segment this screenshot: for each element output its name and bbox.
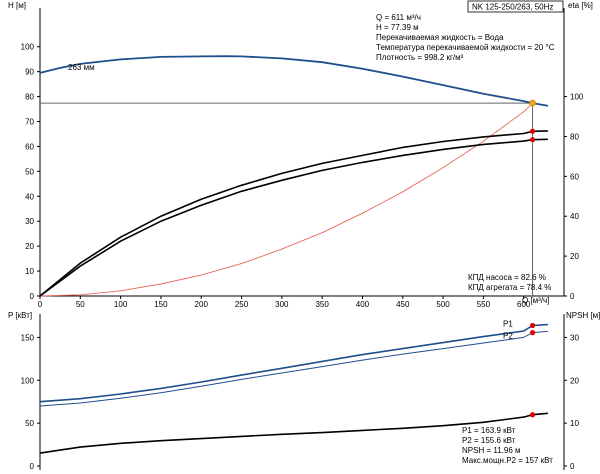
q-tick-label: 400 (356, 300, 370, 309)
eta-tick-label: 100 (570, 93, 584, 102)
bottom-ticks: 0 50 100 150 0 10 20 30 (21, 333, 580, 471)
eta-tick-label: 80 (570, 132, 579, 141)
h-tick-label: 50 (25, 167, 34, 176)
impeller-diameter-label: 263 мм (68, 63, 95, 72)
q-tick-label: 50 (76, 300, 85, 309)
h-tick-label: 10 (25, 267, 34, 276)
efficiency-info: КПД насоса = 82.6 % КПД агрегата = 78.4 … (468, 273, 551, 292)
q-tick-label: 300 (275, 300, 289, 309)
pump-efficiency-marker (529, 128, 536, 134)
npsh-tick-label: 20 (570, 376, 579, 385)
h-tick-label: 90 (25, 68, 34, 77)
top-ticks: 0 50 100 150 200 250 300 350 400 450 500 550 6000102… (21, 43, 584, 309)
info-line-density: Плотность = 998.2 кг/м³ (376, 53, 464, 62)
npsh-curve-line (39, 412, 548, 454)
info-line-max-power: Макс.мощн.P2 = 157 кВт (462, 456, 553, 465)
q-tick-label: 200 (195, 300, 209, 309)
h-tick-label: 70 (25, 118, 34, 127)
unit-efficiency-marker (529, 137, 536, 143)
p1-curve-line (39, 323, 548, 403)
npsh-axis-label: NPSH [м] (566, 311, 600, 320)
npsh-tick-label: 30 (570, 333, 579, 342)
p2-marker (529, 330, 536, 336)
eta-tick-label: 40 (570, 212, 579, 221)
q-tick-label: 0 (38, 300, 43, 309)
h-tick-label: 40 (25, 192, 34, 201)
h-tick-label: 30 (25, 217, 34, 226)
q-tick-label: 350 (315, 300, 329, 309)
top-panel: 0 50 100 150 200 250 300 350 400 450 500 550 6000102… (8, 0, 593, 309)
q-tick-label: 150 (154, 300, 168, 309)
duty-point-info: Q = 611 м³/ч H = 77.39 м Перекачиваемая … (376, 13, 555, 62)
head-curve-line (39, 55, 549, 107)
p-tick-label: 0 (30, 462, 35, 471)
q-tick-label: 500 (436, 300, 450, 309)
p-axis-label-name: P [кВт] (8, 311, 32, 320)
info-line-temperature: Температура перекачиваемой жидкости = 20… (376, 43, 555, 52)
eta-axis-label: eta [%] (568, 1, 593, 10)
p1-marker (529, 322, 536, 329)
info-line-npsh: NPSH = 11.96 м (462, 446, 521, 455)
info-line-h: H = 77.39 м (376, 23, 419, 32)
top-series (39, 55, 549, 297)
p-tick-label: 50 (25, 419, 34, 428)
h-axis-label: H [м] (8, 1, 26, 10)
p-tick-label: 100 (21, 376, 35, 385)
eta-tick-label: 0 (570, 292, 575, 301)
pump-efficiency-curve-line (39, 130, 548, 297)
info-line-unit-eff: КПД агрегата = 78.4 % (468, 283, 551, 292)
h-tick-label: 20 (25, 242, 34, 251)
q-tick-label: 250 (235, 300, 249, 309)
eta-tick-label: 20 (570, 252, 579, 261)
info-line-p1: P1 = 163.9 кВт (462, 426, 516, 435)
h-tick-label: 80 (25, 93, 34, 102)
npsh-marker (529, 412, 536, 418)
p2-series-label: P2 (503, 331, 513, 340)
h-tick-label: 100 (21, 43, 35, 52)
q-tick-label: 600 (517, 300, 531, 309)
unit-efficiency-curve-line (39, 138, 548, 297)
h-tick-label: 60 (25, 142, 34, 151)
info-line-p2: P2 = 155.6 кВт (462, 436, 516, 445)
q-tick-label: 450 (396, 300, 410, 309)
pump-model-title: NK 125-250/263, 50Hz (472, 3, 553, 12)
q-tick-label: 550 (477, 300, 491, 309)
h-tick-label: 0 (30, 292, 35, 301)
p-tick-label: 150 (21, 333, 35, 342)
p1-series-label: P1 (503, 320, 513, 329)
info-line-pump-eff: КПД насоса = 82.6 % (468, 273, 546, 282)
power-info: P1 = 163.9 кВт P2 = 155.6 кВт NPSH = 11.… (462, 426, 553, 465)
info-line-liquid: Перекачиваемая жидкость = Вода (376, 33, 504, 42)
npsh-tick-label: 10 (570, 419, 579, 428)
p2-curve-line (39, 330, 548, 407)
q-tick-label: 100 (114, 300, 128, 309)
q-axis-label: Q [м³/ч] (522, 296, 549, 305)
info-line-q: Q = 611 м³/ч (376, 13, 421, 22)
eta-tick-label: 60 (570, 172, 579, 181)
npsh-tick-label: 0 (570, 462, 575, 471)
duty-point-marker (529, 99, 536, 107)
title-box (467, 0, 564, 13)
